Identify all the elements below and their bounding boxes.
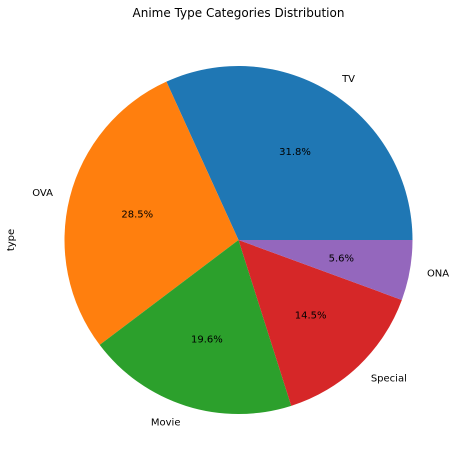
- pie-slice-special: [238, 240, 402, 406]
- percent-label-ona: 5.6%: [329, 253, 354, 264]
- pie-slices: [64, 66, 413, 415]
- slice-label-movie: Movie: [151, 417, 181, 428]
- slice-label-ona: ONA: [427, 268, 449, 279]
- percent-label-ova: 28.5%: [121, 209, 153, 220]
- percent-label-special: 14.5%: [295, 310, 327, 321]
- slice-label-tv: TV: [341, 74, 355, 85]
- pie-slice-ova: [64, 81, 239, 345]
- y-axis-label: type: [6, 229, 17, 251]
- percent-label-movie: 19.6%: [191, 334, 223, 345]
- chart-title: Anime Type Categories Distribution: [133, 6, 345, 20]
- pie-slice-ona: [238, 240, 413, 300]
- pie-labels: TV 31.8% OVA 28.5% Movie 19.6% Special 14.5% ONA…: [32, 74, 449, 428]
- slice-label-ova: OVA: [32, 188, 53, 199]
- slice-label-special: Special: [371, 373, 407, 384]
- pie-slice-movie: [99, 240, 292, 415]
- pie-slice-tv: [166, 66, 413, 241]
- percent-label-tv: 31.8%: [279, 147, 311, 158]
